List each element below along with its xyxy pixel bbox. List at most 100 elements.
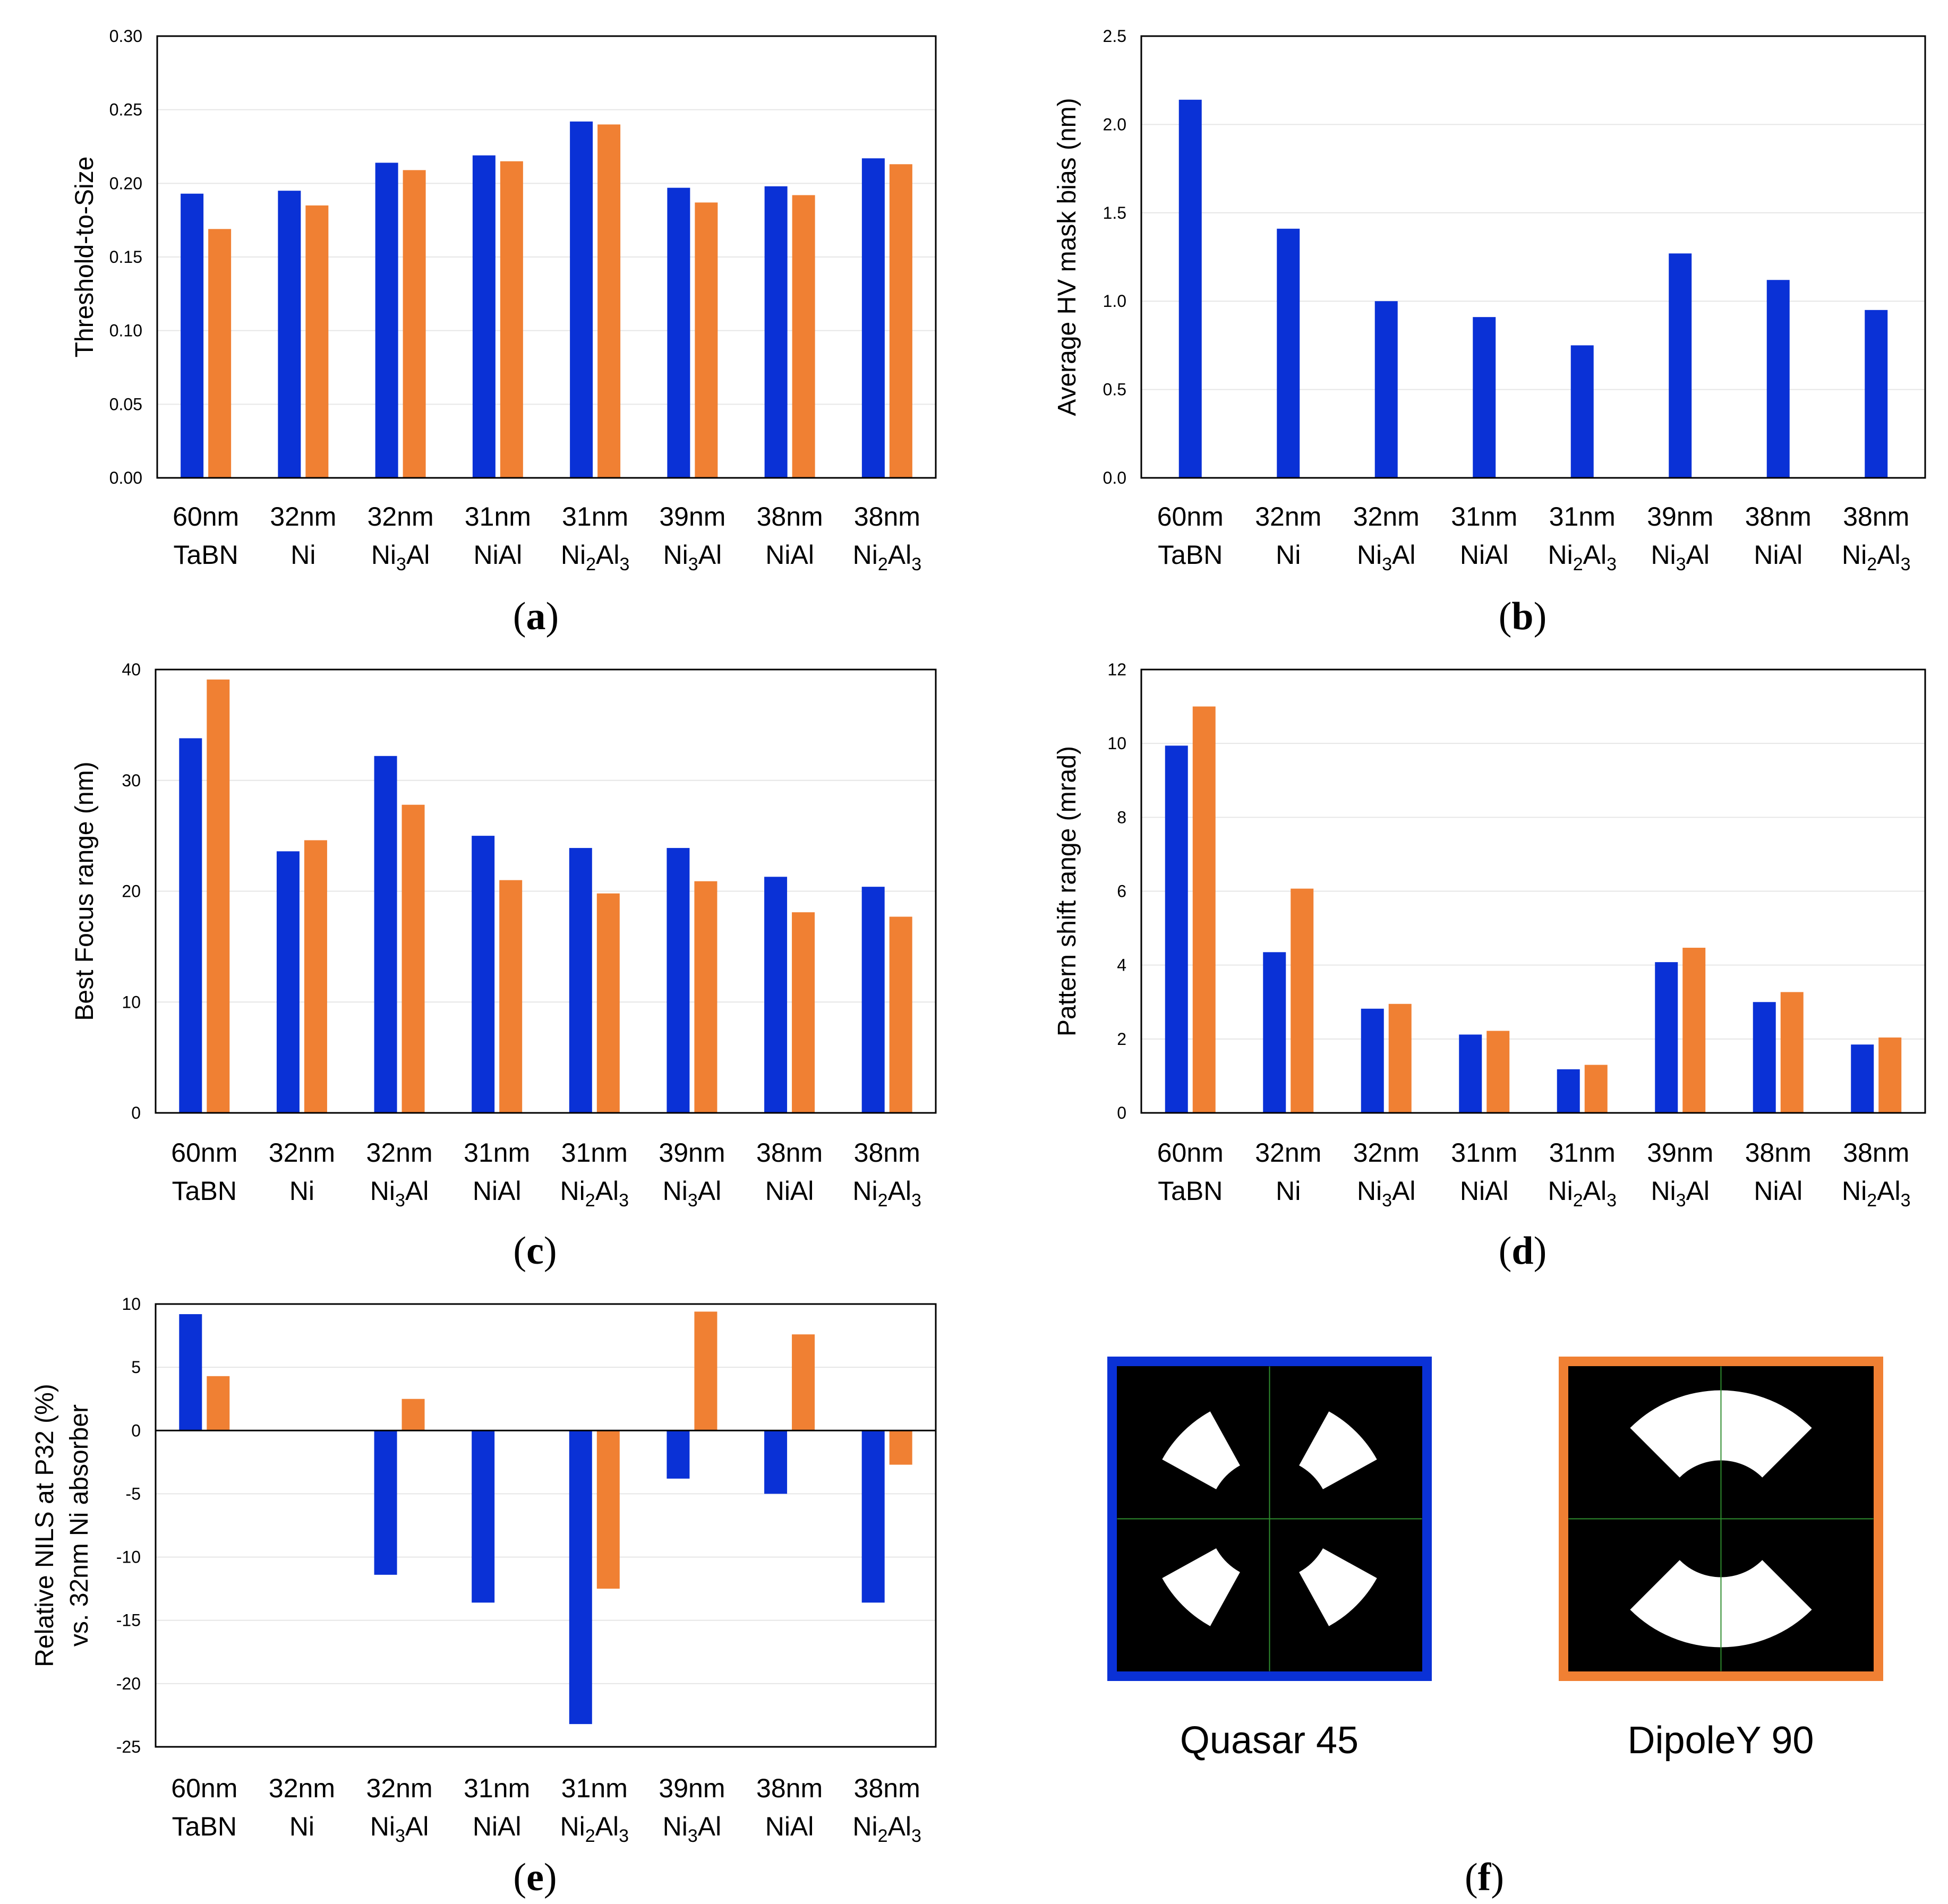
y-tick-label: 0.00	[109, 468, 142, 487]
y-tick-label: 10	[122, 992, 141, 1011]
category-material-label: Ni	[289, 1176, 314, 1206]
bar-series-2	[1291, 888, 1314, 1113]
bar-series-1	[764, 1430, 788, 1494]
category-material-label: Ni2Al3	[560, 1176, 629, 1211]
bar-series-2	[1486, 1031, 1510, 1113]
y-tick-label: 6	[1117, 882, 1126, 901]
category-size-label: 31nm	[1549, 1138, 1616, 1168]
chart-panel-c: 0 10 20 30 40 60nm TaBN 32nm Ni 32nm Ni3Al 31nm NiAl…	[71, 660, 937, 1273]
category-material-label: Ni3Al	[370, 1176, 429, 1211]
bar-series-1	[1865, 310, 1888, 478]
y-tick-label: 10	[1107, 734, 1126, 753]
bar-series-1	[1570, 345, 1594, 478]
category-material-label: Ni2Al3	[1548, 540, 1617, 574]
panel-label-d: (d)	[1499, 1229, 1547, 1273]
category-size-label: 32nm	[1255, 1138, 1321, 1168]
bar-series-2	[500, 161, 523, 478]
bar-series-2	[596, 893, 620, 1113]
category-material-label: Ni2Al3	[561, 540, 630, 574]
bar-series-1	[1263, 952, 1286, 1113]
category-size-label: 31nm	[464, 1773, 530, 1803]
bar-series-1	[861, 887, 885, 1113]
category-material-label: Ni2Al3	[853, 540, 922, 574]
bar-series-2	[1192, 706, 1216, 1113]
y-tick-label: 8	[1117, 808, 1126, 827]
category-size-label: 38nm	[854, 502, 920, 531]
category-size-label: 38nm	[756, 1773, 823, 1803]
category-material-label: NiAl	[473, 1176, 522, 1206]
category-size-label: 38nm	[1745, 502, 1812, 531]
category-size-label: 60nm	[173, 502, 239, 531]
bar-series-1	[374, 756, 397, 1113]
category-material-label: Ni3Al	[371, 540, 430, 574]
y-tick-label: 10	[122, 1294, 141, 1314]
quasar-45-pupil-icon	[1107, 1357, 1432, 1681]
bar-series-2	[889, 164, 912, 478]
bar-series-1	[1766, 280, 1790, 478]
category-material-label: Ni2Al3	[852, 1176, 921, 1211]
category-size-label: 31nm	[1451, 1138, 1517, 1168]
y-tick-label: -15	[116, 1611, 141, 1630]
y-tick-label: 0.0	[1103, 468, 1126, 487]
category-material-label: NiAl	[1460, 1176, 1509, 1206]
y-tick-label: 1.0	[1103, 291, 1126, 311]
y-tick-label: -5	[126, 1484, 141, 1503]
category-size-label: 60nm	[171, 1773, 237, 1803]
bar-series-1	[472, 1430, 495, 1603]
y-axis-label: Best Focus range (nm)	[71, 761, 99, 1020]
y-tick-label: 0.30	[109, 27, 142, 46]
bar-series-2	[208, 229, 232, 478]
plot-frame	[156, 35, 937, 479]
bar-series-1	[472, 155, 495, 478]
y-tick-label: 0.10	[109, 321, 142, 340]
y-axis-label: Pattern shift range (mrad)	[1053, 746, 1081, 1036]
bar-series-2	[792, 195, 815, 478]
bar-series-1	[1374, 301, 1398, 478]
category-material-label: NiAl	[473, 1812, 522, 1841]
category-size-label: 32nm	[269, 1138, 335, 1168]
category-material-label: TaBN	[1158, 540, 1223, 570]
y-tick-label: 5	[131, 1358, 141, 1377]
category-material-label: NiAl	[765, 540, 814, 570]
bar-series-1	[569, 848, 592, 1113]
bar-series-2	[1780, 992, 1804, 1113]
category-material-label: NiAl	[1754, 1176, 1802, 1206]
panel-label-a: (a)	[513, 595, 559, 638]
category-material-label: NiAl	[765, 1176, 814, 1206]
bar-series-2	[694, 881, 717, 1113]
category-size-label: 38nm	[1745, 1138, 1812, 1168]
bar-series-2	[889, 1430, 912, 1465]
y-tick-label: 2.5	[1103, 27, 1126, 46]
bar-series-2	[207, 1376, 230, 1431]
bar-series-1	[667, 848, 690, 1113]
category-size-label: 60nm	[171, 1138, 237, 1168]
category-size-label: 31nm	[562, 502, 628, 531]
bar-series-2	[792, 1334, 815, 1431]
y-tick-label: 30	[122, 771, 141, 790]
category-material-label: Ni3Al	[1357, 540, 1416, 574]
bar-series-1	[1165, 745, 1188, 1113]
chart-panel-e: -25 -20 -15 -10 -5 0 5 10 60nm TaBN 32nm Ni 32nm Ni3A…	[31, 1294, 937, 1899]
plot-frame	[1140, 35, 1926, 479]
category-material-label: Ni2Al3	[1548, 1176, 1617, 1211]
category-material-label: Ni	[1276, 1176, 1301, 1206]
category-material-label: NiAl	[1460, 540, 1509, 570]
y-tick-label: 0.5	[1103, 380, 1126, 399]
category-material-label: Ni3Al	[1357, 1176, 1416, 1211]
bar-series-2	[207, 679, 230, 1113]
bar-series-1	[569, 1430, 592, 1725]
bar-series-1	[1473, 317, 1496, 478]
bar-series-1	[1277, 228, 1300, 478]
category-size-label: 60nm	[1157, 502, 1224, 531]
y-tick-label: 0.05	[109, 394, 142, 414]
category-size-label: 38nm	[1843, 502, 1909, 531]
category-size-label: 38nm	[756, 1138, 823, 1168]
category-size-label: 60nm	[1157, 1138, 1224, 1168]
y-axis-label: vs. 32nm Ni absorber	[65, 1404, 93, 1646]
plot-frame	[155, 668, 937, 1114]
category-size-label: 32nm	[366, 1138, 433, 1168]
bar-series-1	[278, 191, 301, 478]
panel-label-c: (c)	[513, 1229, 557, 1273]
bar-series-2	[597, 124, 621, 478]
bar-series-1	[179, 738, 202, 1113]
